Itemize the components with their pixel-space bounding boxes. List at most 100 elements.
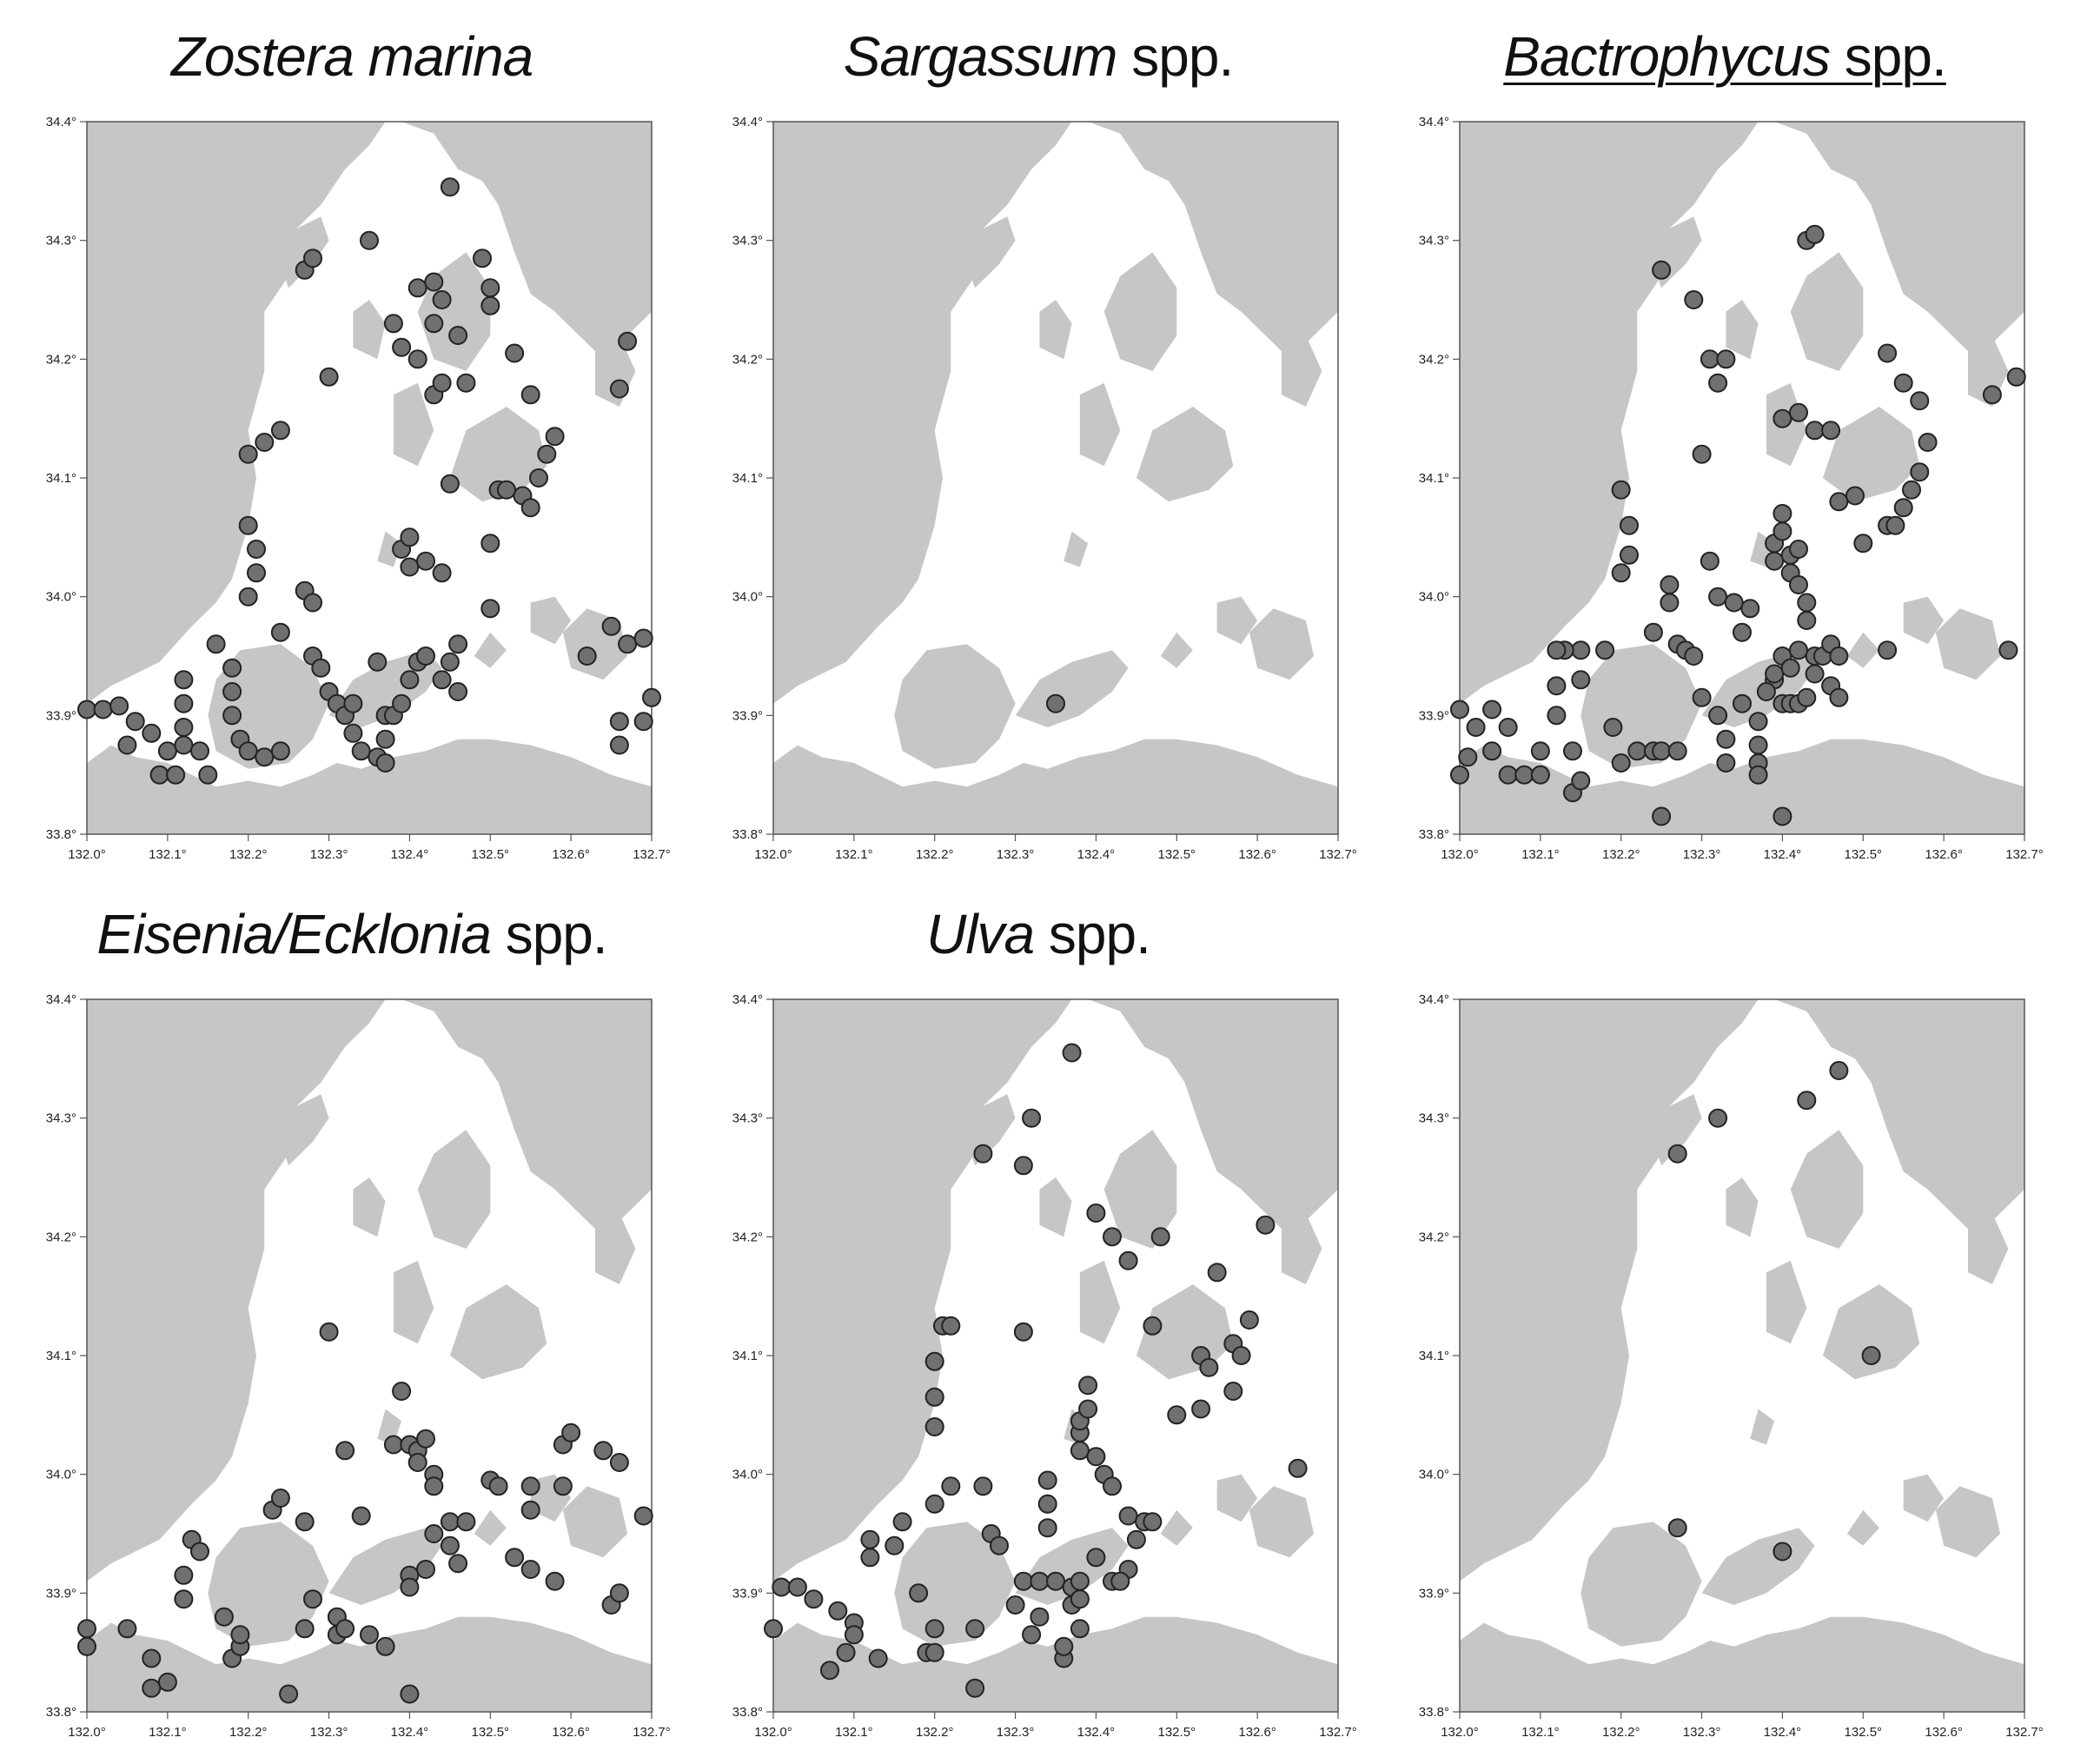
occurrence-point: [1684, 647, 1704, 666]
island: [1516, 1658, 1557, 1694]
occurrence-point: [222, 682, 242, 701]
occurrence-point: [505, 343, 525, 363]
island: [562, 1486, 628, 1558]
occurrence-point: [1046, 1571, 1065, 1591]
lat-tick-label: 33.8°: [46, 1705, 76, 1720]
occurrence-point: [1660, 575, 1680, 594]
occurrence-point: [1547, 676, 1567, 696]
occurrence-point: [174, 693, 194, 713]
occurrence-point: [520, 385, 540, 405]
island: [1216, 1474, 1258, 1522]
island: [830, 780, 871, 817]
occurrence-point: [1571, 771, 1591, 791]
occurrence-point: [1845, 486, 1865, 506]
occurrence-point: [335, 1619, 355, 1639]
occurrence-point: [924, 1619, 944, 1639]
island: [1039, 300, 1072, 360]
occurrence-point: [488, 1476, 508, 1496]
occurrence-point: [408, 1453, 427, 1472]
occurrence-point: [1716, 349, 1736, 369]
occurrence-point: [1667, 1518, 1687, 1538]
occurrence-point: [1563, 741, 1582, 761]
occurrence-point: [238, 741, 258, 761]
island: [1580, 1522, 1702, 1647]
lat-tick-label: 33.8°: [1419, 827, 1449, 842]
occurrence-point: [1086, 1204, 1106, 1223]
land-northeast: [401, 122, 652, 360]
land-south: [87, 739, 652, 834]
land-northeast: [1774, 999, 2024, 1237]
lon-tick-label: 132.2°: [229, 847, 268, 862]
lon-tick-label: 132.2°: [916, 1725, 954, 1740]
occurrence-point: [642, 687, 661, 707]
occurrence-point: [1627, 741, 1647, 761]
occurrence-point: [214, 1607, 234, 1627]
island: [1079, 1260, 1121, 1344]
occurrence-point: [1716, 729, 1736, 749]
lon-tick-label: 132.3°: [310, 847, 348, 862]
lat-tick-label: 33.9°: [1419, 708, 1449, 723]
lat-tick-label: 34.3°: [1419, 1111, 1449, 1126]
occurrence-point: [553, 1476, 573, 1496]
occurrence-point: [1611, 480, 1631, 500]
occurrence-point: [1667, 741, 1687, 761]
occurrence-point: [174, 670, 194, 690]
occurrence-point: [1013, 1156, 1033, 1176]
occurrence-point: [1239, 1310, 1259, 1330]
occurrence-point: [1466, 718, 1486, 737]
occurrence-point: [924, 1387, 944, 1407]
occurrence-point: [149, 765, 169, 785]
lon-tick-label: 132.6°: [1238, 847, 1276, 862]
island: [474, 632, 507, 668]
occurrence-point: [820, 1661, 839, 1681]
island: [1064, 531, 1089, 567]
lon-tick-label: 132.4°: [391, 1725, 429, 1740]
occurrence-point: [190, 741, 209, 761]
lat-tick-label: 34.0°: [732, 590, 763, 605]
island: [1903, 1474, 1945, 1522]
panel-title: Zostera marina: [170, 25, 533, 88]
lat-tick-label: 34.1°: [1419, 471, 1449, 486]
map-chart: 132.0° 132.1° 132.2° 132.3° 132.4° 132.5° 132.…: [732, 992, 1357, 1740]
occurrence-point: [1086, 1447, 1106, 1467]
lon-tick-label: 132.7°: [1319, 1725, 1357, 1740]
lon-tick-label: 132.5°: [1158, 1725, 1196, 1740]
island: [1160, 1509, 1193, 1546]
occurrence-point: [93, 700, 113, 720]
lon-tick-label: 132.2°: [229, 1725, 268, 1740]
land-west: [87, 122, 386, 704]
land-south: [87, 1616, 652, 1712]
occurrence-point: [909, 1583, 929, 1603]
occurrence-point: [973, 1476, 993, 1496]
occurrence-point: [787, 1577, 807, 1597]
occurrence-point: [1660, 593, 1680, 613]
occurrence-point: [609, 712, 629, 732]
lat-tick-label: 34.3°: [732, 234, 763, 249]
occurrence-point: [618, 331, 638, 351]
occurrence-point: [860, 1529, 880, 1549]
lon-tick-label: 132.5°: [472, 847, 510, 862]
occurrence-point: [1878, 343, 1898, 363]
island: [1903, 596, 1945, 645]
occurrence-point: [408, 349, 427, 369]
occurrence-point: [1773, 806, 1792, 826]
occurrence-point: [561, 1422, 581, 1442]
occurrence-point: [1620, 545, 1639, 565]
occurrence-point: [1070, 1589, 1090, 1609]
occurrence-point: [1765, 551, 1785, 571]
occurrence-point: [319, 1322, 339, 1342]
occurrence-point: [1797, 1091, 1817, 1111]
occurrence-point: [1708, 587, 1728, 607]
occurrence-point: [440, 1512, 460, 1532]
occurrence-point: [1482, 741, 1502, 761]
occurrence-point: [1797, 687, 1817, 707]
occurrence-point: [142, 723, 162, 743]
occurrence-point: [1037, 1494, 1057, 1514]
occurrence-point: [270, 421, 290, 441]
lon-tick-label: 132.2°: [916, 847, 954, 862]
map-panel-zostera: Zostera marina 132.0° 132.1° 132.2° 132.3° 1…: [17, 9, 686, 878]
island: [1103, 252, 1177, 371]
occurrence-point: [1773, 1542, 1792, 1562]
island: [353, 1177, 386, 1237]
occurrence-point: [1199, 1357, 1219, 1377]
